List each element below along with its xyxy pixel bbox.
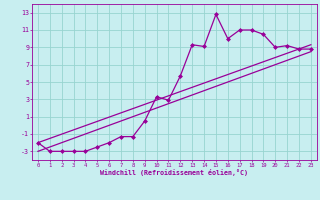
X-axis label: Windchill (Refroidissement éolien,°C): Windchill (Refroidissement éolien,°C) [100, 169, 248, 176]
